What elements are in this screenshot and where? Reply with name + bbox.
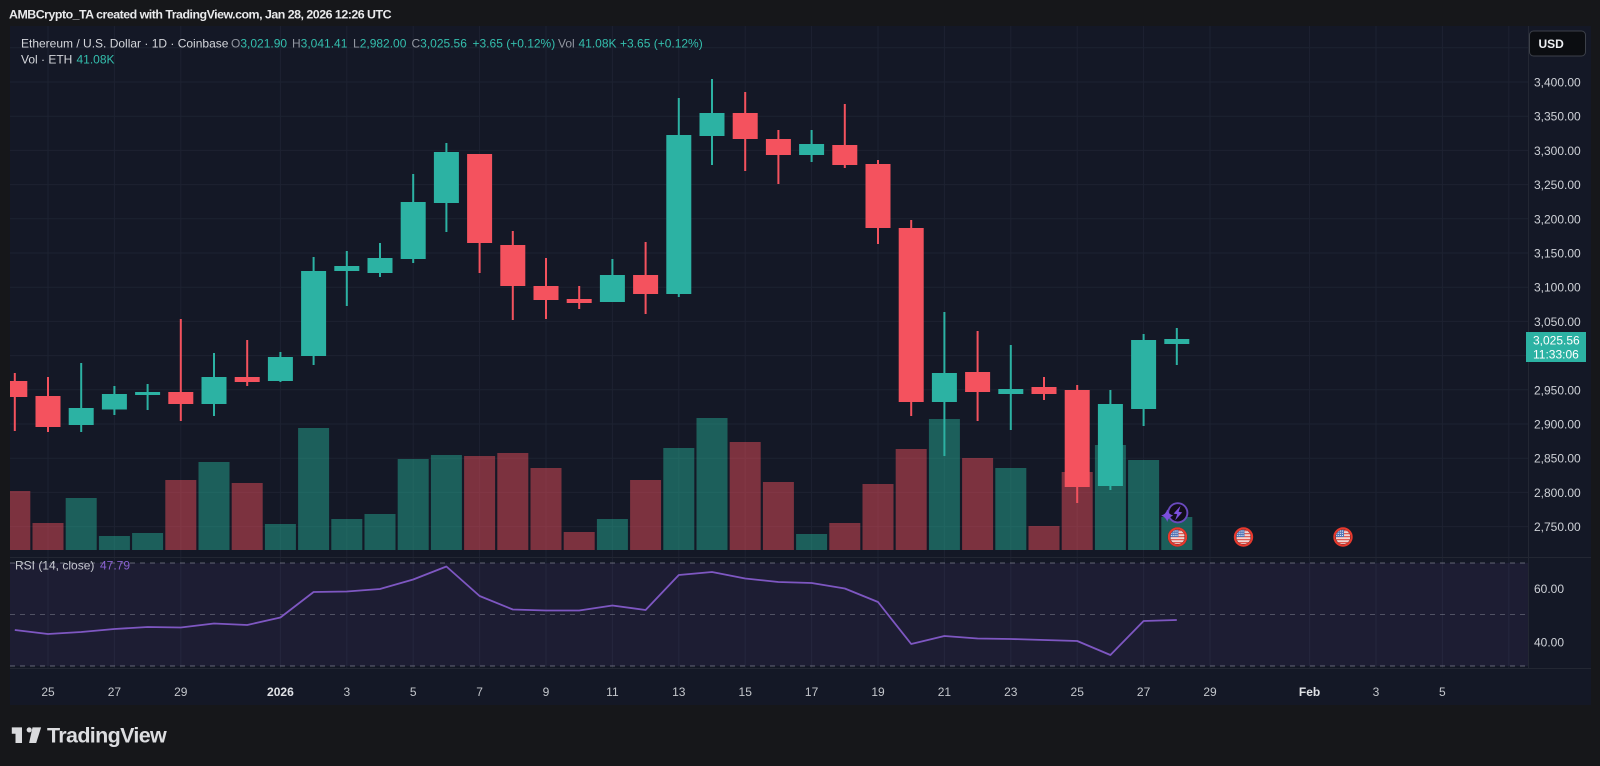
svg-text:21: 21 xyxy=(938,685,952,699)
svg-text:25: 25 xyxy=(1071,685,1085,699)
svg-text:29: 29 xyxy=(174,685,188,699)
svg-text:3,150.00: 3,150.00 xyxy=(1534,247,1581,261)
svg-text:23: 23 xyxy=(1004,685,1018,699)
svg-text:Ethereum / U.S. Dollar · 1D ·: Ethereum / U.S. Dollar · 1D · Coinbase xyxy=(21,37,229,51)
svg-text:3,100.00: 3,100.00 xyxy=(1534,281,1581,295)
svg-text:7: 7 xyxy=(476,685,483,699)
svg-text:3,050.00: 3,050.00 xyxy=(1534,315,1581,329)
svg-text:3,250.00: 3,250.00 xyxy=(1534,178,1581,192)
svg-text:3: 3 xyxy=(1373,685,1380,699)
svg-text:3,400.00: 3,400.00 xyxy=(1534,76,1581,90)
svg-text:11: 11 xyxy=(606,685,619,699)
svg-text:2026: 2026 xyxy=(267,685,294,699)
svg-text:Vol: Vol xyxy=(558,37,575,51)
svg-text:RSI (14, close): RSI (14, close) xyxy=(15,559,94,573)
svg-text:29: 29 xyxy=(1203,685,1217,699)
svg-text:2,800.00: 2,800.00 xyxy=(1534,486,1581,500)
svg-text:15: 15 xyxy=(739,685,753,699)
svg-text:41.08K: 41.08K xyxy=(77,53,115,67)
svg-text:O3,021.90: O3,021.90 xyxy=(231,37,287,51)
svg-text:3,350.00: 3,350.00 xyxy=(1534,110,1581,124)
svg-text:Vol · ETH: Vol · ETH xyxy=(21,53,72,67)
svg-text:5: 5 xyxy=(410,685,417,699)
svg-text:TradingView: TradingView xyxy=(47,724,167,748)
svg-text:2,900.00: 2,900.00 xyxy=(1534,418,1581,432)
svg-text:3: 3 xyxy=(343,685,350,699)
svg-text:13: 13 xyxy=(672,685,686,699)
svg-text:27: 27 xyxy=(1137,685,1151,699)
svg-text:5: 5 xyxy=(1439,685,1446,699)
svg-text:3,200.00: 3,200.00 xyxy=(1534,212,1581,226)
svg-text:H3,041.41: H3,041.41 xyxy=(292,37,348,51)
svg-text:41.08K: 41.08K xyxy=(579,37,617,51)
svg-text:2,750.00: 2,750.00 xyxy=(1534,520,1581,534)
svg-text:2,850.00: 2,850.00 xyxy=(1534,452,1581,466)
svg-text:+3.65 (+0.12%): +3.65 (+0.12%) xyxy=(473,37,556,51)
svg-text:L2,982.00: L2,982.00 xyxy=(353,37,407,51)
svg-text:Feb: Feb xyxy=(1299,685,1320,699)
svg-text:60.00: 60.00 xyxy=(1534,582,1564,596)
svg-text:40.00: 40.00 xyxy=(1534,636,1564,650)
svg-text:17: 17 xyxy=(805,685,819,699)
svg-text:19: 19 xyxy=(871,685,885,699)
svg-text:11:33:06: 11:33:06 xyxy=(1533,348,1579,362)
svg-text:9: 9 xyxy=(543,685,550,699)
svg-text:2,950.00: 2,950.00 xyxy=(1534,383,1581,397)
svg-text:C3,025.56: C3,025.56 xyxy=(412,37,468,51)
svg-text:AMBCrypto_TA created with Trad: AMBCrypto_TA created with TradingView.co… xyxy=(9,8,392,22)
svg-text:+3.65 (+0.12%): +3.65 (+0.12%) xyxy=(620,37,703,51)
svg-text:3,025.56: 3,025.56 xyxy=(1533,334,1580,348)
svg-text:47.79: 47.79 xyxy=(100,559,130,573)
svg-text:25: 25 xyxy=(41,685,55,699)
svg-text:3,300.00: 3,300.00 xyxy=(1534,144,1581,158)
svg-text:27: 27 xyxy=(108,685,122,699)
svg-text:USD: USD xyxy=(1539,37,1565,51)
